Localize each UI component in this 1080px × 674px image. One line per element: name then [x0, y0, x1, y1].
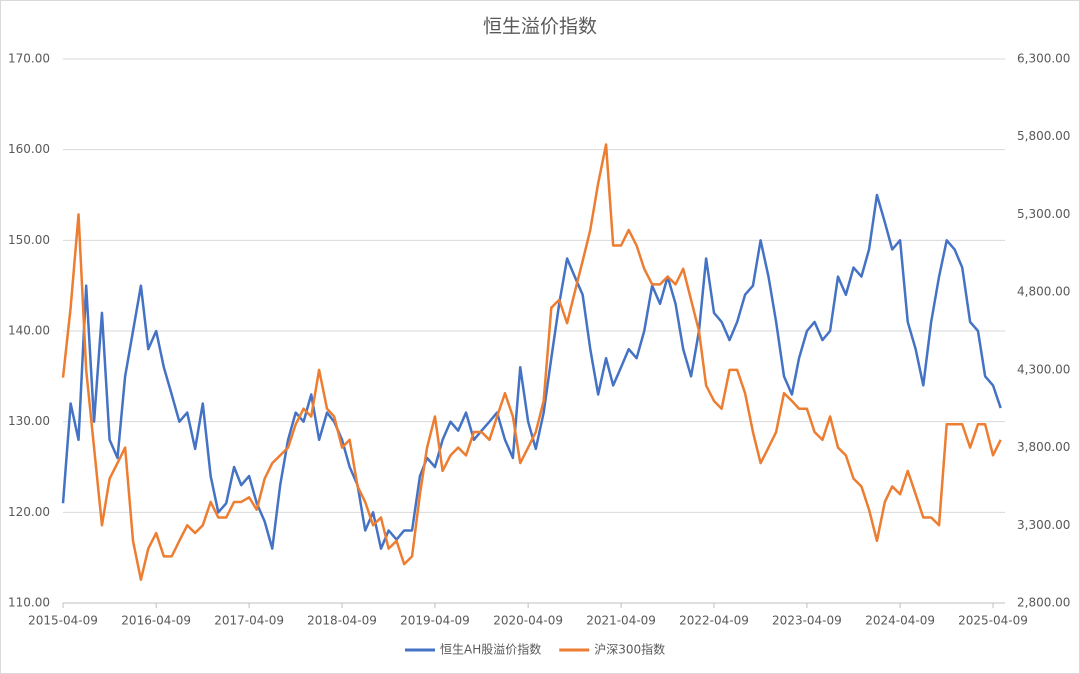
x-tick-label: 2015-04-09 [28, 614, 98, 628]
series-line [61, 193, 1002, 550]
y2-tick-label: 4,800.00 [1017, 285, 1070, 299]
x-tick-label: 2017-04-09 [214, 614, 284, 628]
chart-title: 恒生溢价指数 [483, 16, 597, 38]
y2-tick-label: 2,800.00 [1017, 596, 1070, 610]
x-tick-label: 2016-04-09 [121, 614, 191, 628]
legend-label: 恒生AH股溢价指数 [440, 642, 541, 657]
y-tick-label: 150.00 [8, 233, 50, 247]
x-tick-label: 2023-04-09 [772, 614, 842, 628]
y-tick-label: 130.00 [8, 414, 50, 428]
y2-tick-label: 5,800.00 [1017, 129, 1070, 143]
y-tick-label: 110.00 [8, 596, 50, 610]
legend-label: 沪深300指数 [594, 642, 665, 657]
y2-tick-label: 4,300.00 [1017, 362, 1070, 376]
x-tick-label: 2020-04-09 [493, 614, 563, 628]
x-tick-label: 2018-04-09 [307, 614, 377, 628]
y2-tick-label: 3,800.00 [1017, 440, 1070, 454]
y-tick-label: 160.00 [8, 142, 50, 156]
y-tick-label: 140.00 [8, 324, 50, 338]
y2-tick-label: 5,300.00 [1017, 207, 1070, 221]
y-tick-label: 120.00 [8, 505, 50, 519]
series-line [61, 143, 1002, 581]
x-tick-label: 2024-04-09 [865, 614, 935, 628]
x-tick-label: 2022-04-09 [679, 614, 749, 628]
x-tick-label: 2019-04-09 [400, 614, 470, 628]
x-tick-label: 2021-04-09 [586, 614, 656, 628]
x-tick-label: 2025-04-09 [958, 614, 1028, 628]
y2-tick-label: 3,300.00 [1017, 518, 1070, 532]
y-tick-label: 170.00 [8, 52, 50, 66]
y2-tick-label: 6,300.00 [1017, 52, 1070, 66]
